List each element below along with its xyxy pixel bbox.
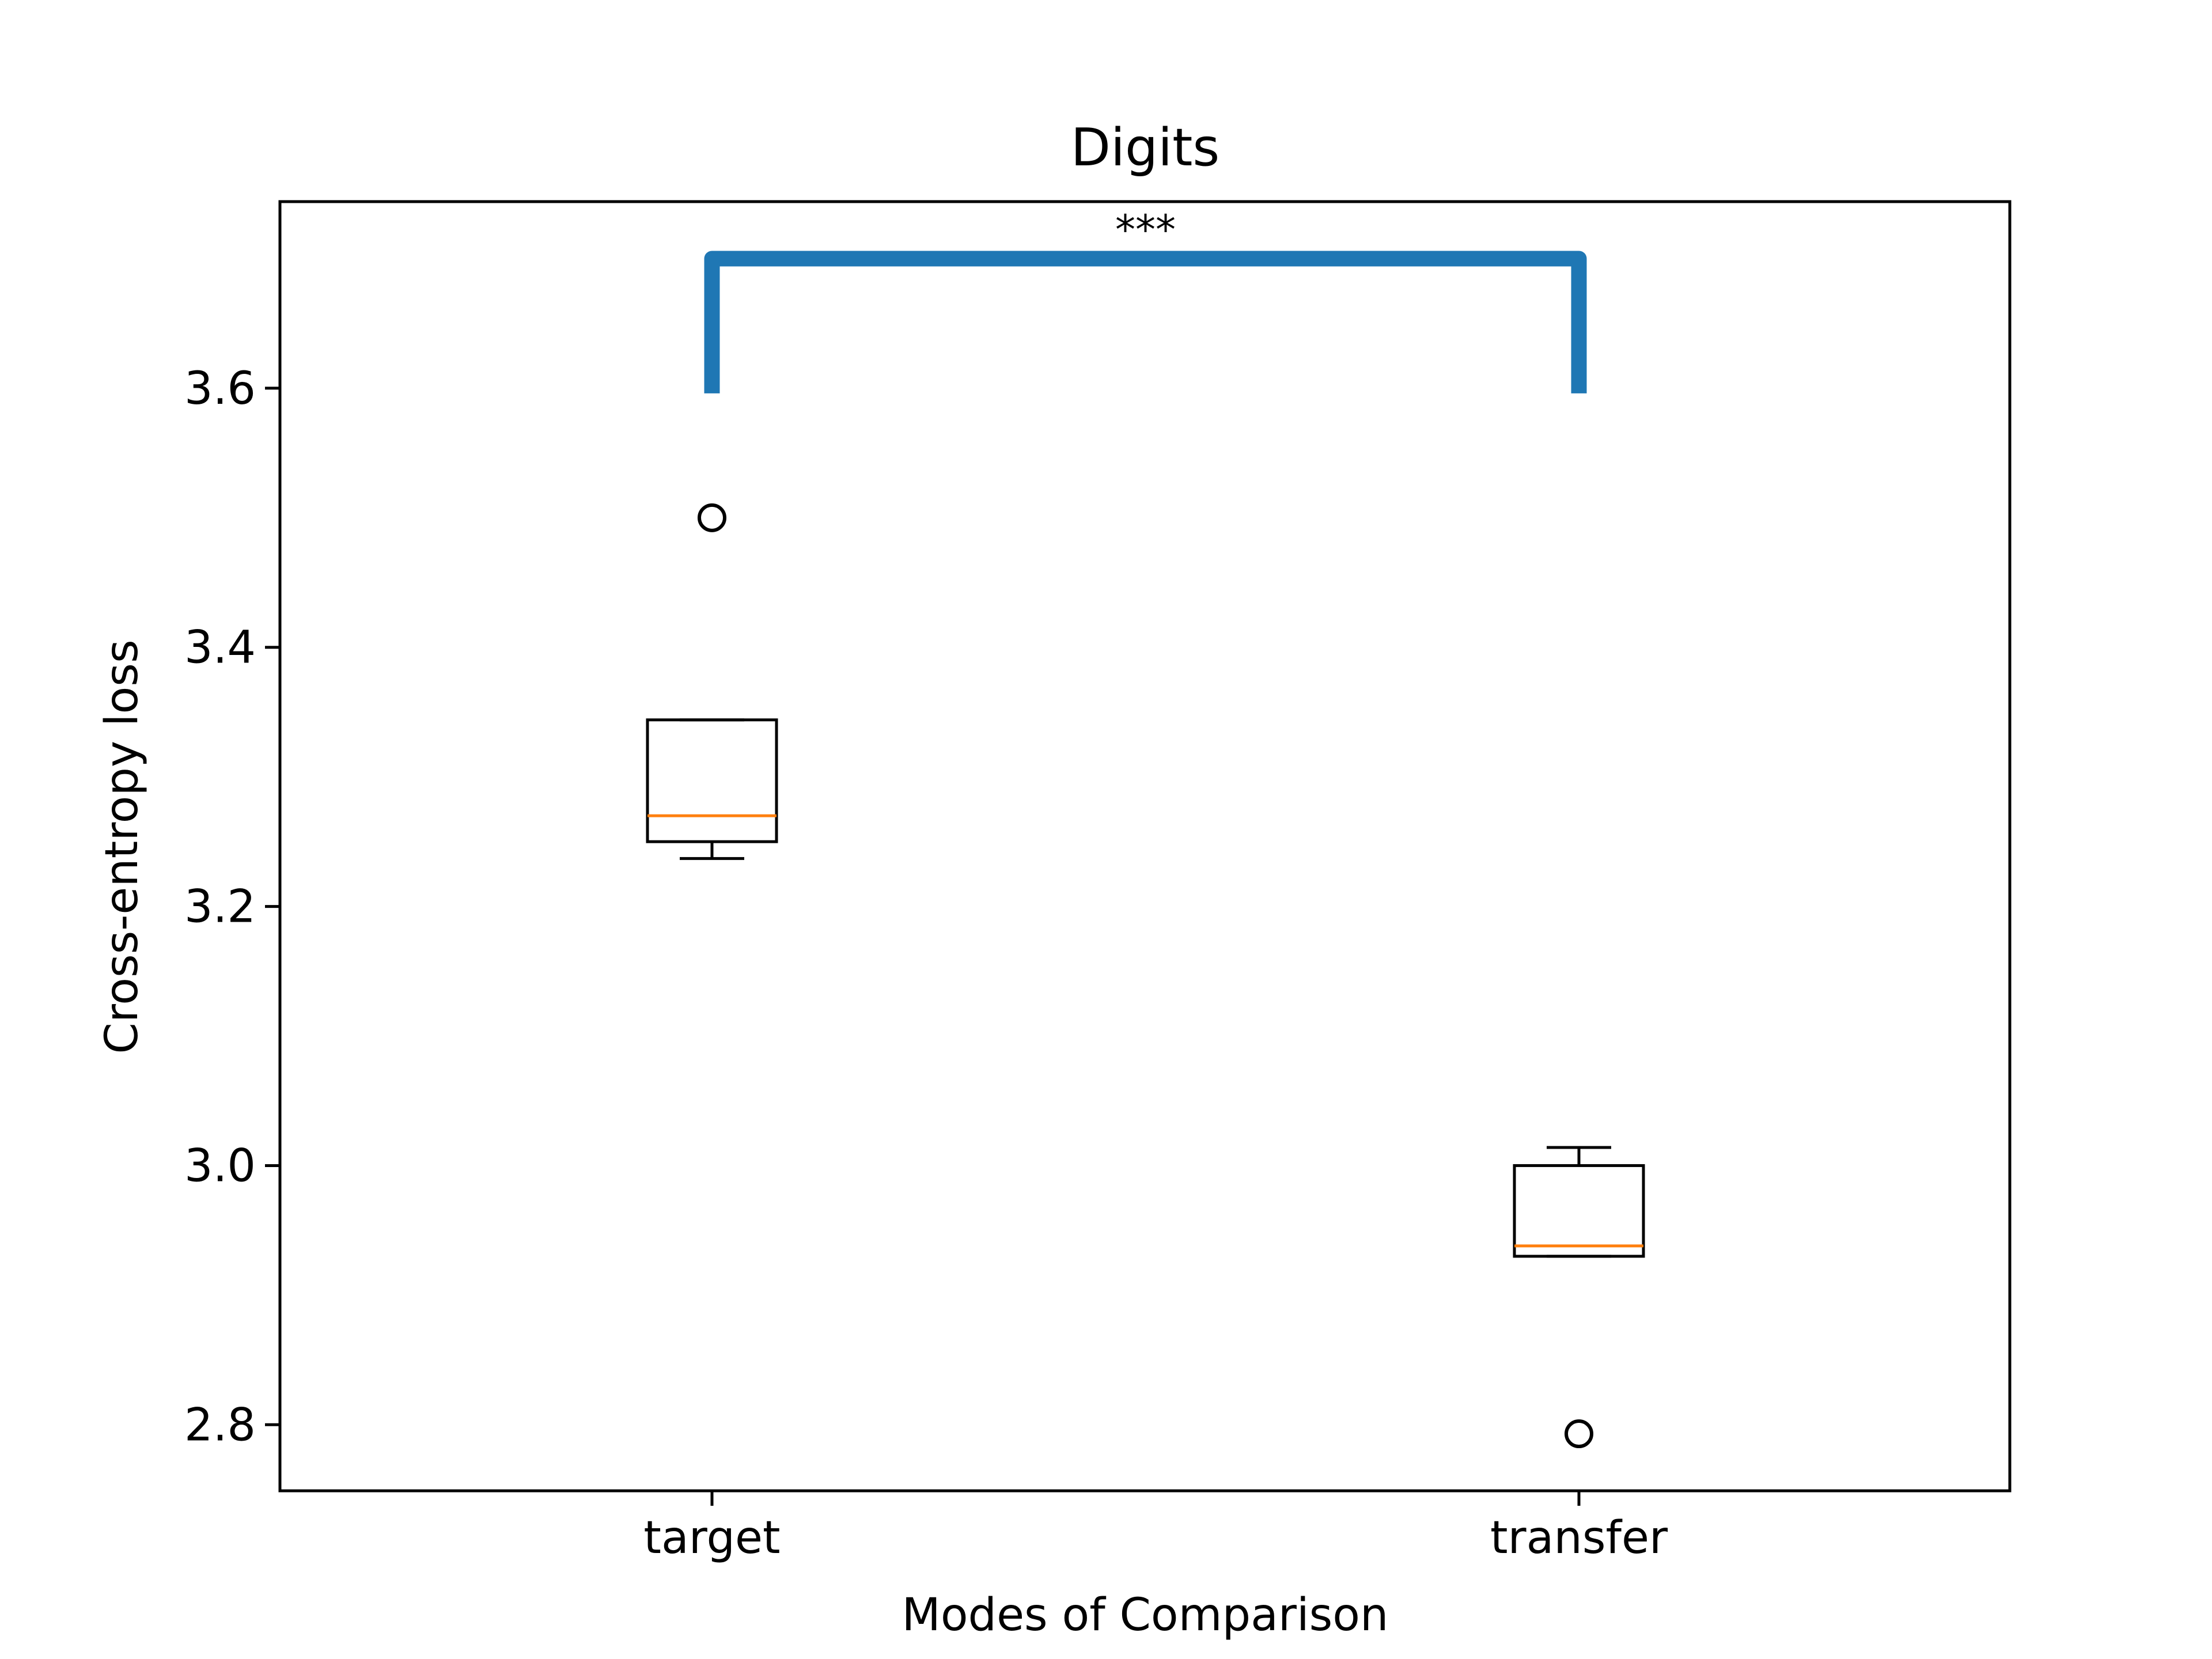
x-tick-label: target [643, 1512, 780, 1564]
significance-label: *** [1115, 206, 1176, 253]
y-tick-label: 3.6 [184, 363, 256, 415]
x-axis-label: Modes of Comparison [902, 1589, 1389, 1641]
y-tick-label: 3.4 [184, 622, 256, 674]
y-tick-label: 3.0 [184, 1140, 256, 1192]
y-axis-label: Cross-entropy loss [96, 639, 148, 1054]
significance-bracket [704, 251, 1587, 393]
outlier-point [1565, 1419, 1593, 1449]
x-tick-label: transfer [1490, 1512, 1668, 1564]
axes-frame [278, 200, 2012, 1493]
outlier-point [698, 503, 726, 532]
iqr-box [646, 718, 778, 843]
iqr-box [1513, 1164, 1645, 1258]
plot-area: 2.8 3.0 3.2 3.4 3.6 target transfer *** [184, 206, 1668, 1564]
y-tick-label: 3.2 [184, 881, 256, 933]
y-tick-label: 2.8 [184, 1399, 256, 1451]
chart-title: Digits [1071, 118, 1220, 178]
box-transfer [1513, 1146, 1645, 1449]
box-target [646, 503, 778, 860]
